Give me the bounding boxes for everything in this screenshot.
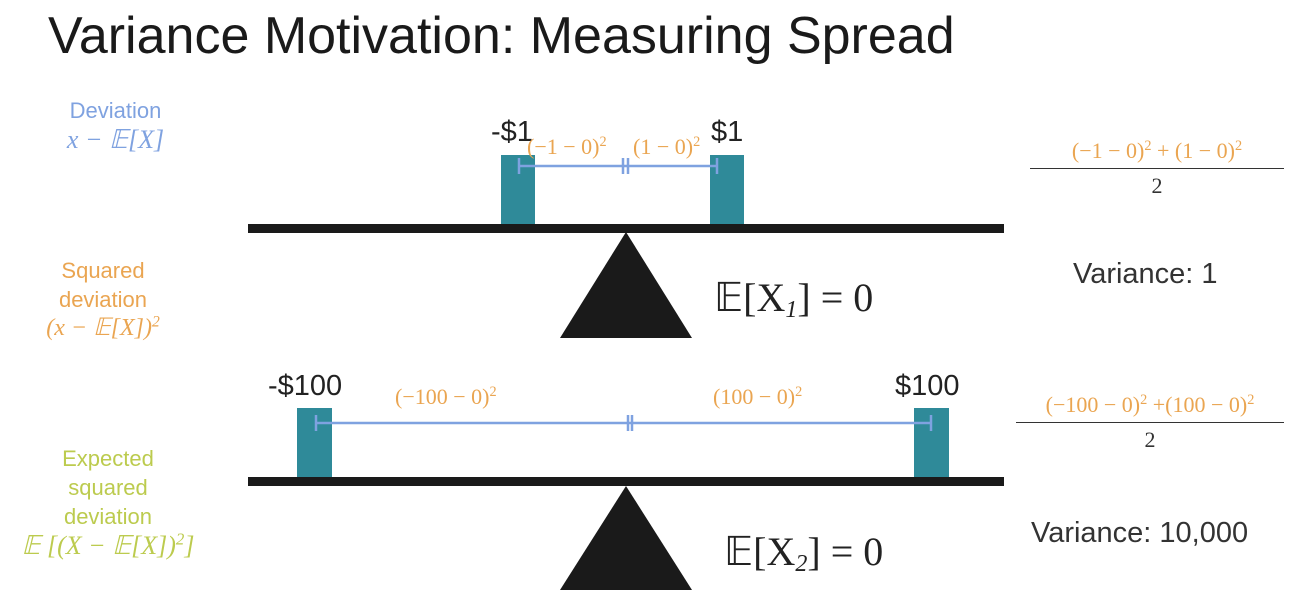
expected-label-2: squared [68, 475, 148, 500]
variance-denominator-1: 2 [1151, 173, 1163, 198]
expected-label-3: deviation [63, 504, 153, 529]
price-left-2: -$100 [268, 370, 343, 402]
fulcrum-1 [560, 232, 692, 338]
squared-right-2: (100 − 0)2 [713, 384, 803, 409]
deviation-bracket-1 [517, 158, 719, 174]
fulcrum-2 [560, 486, 692, 590]
variance-result-1: Variance: 1 [1073, 258, 1218, 290]
deviation-legend: Deviation x − 𝔼[X] [28, 96, 203, 154]
variance-denominator-2: 2 [1144, 427, 1156, 452]
expected-squared-deviation-formula: 𝔼 [(X − 𝔼[X])2] [21, 529, 195, 560]
weight-left-2 [297, 408, 332, 477]
squared-deviation-label-2: deviation [58, 287, 148, 312]
price-left-1: -$1 [491, 116, 533, 148]
variance-numerator-2: (−100 − 0)2 +(100 − 0)2 [1045, 392, 1255, 417]
variance-numerator-1: (−1 − 0)2 + (1 − 0)2 [1071, 138, 1243, 163]
price-right-1: $1 [711, 116, 744, 148]
price-right-2: $100 [895, 370, 960, 402]
expected-squared-deviation-legend: Expected squared deviation 𝔼 [(X − 𝔼[X])… [8, 444, 208, 560]
deviation-label: Deviation [69, 98, 162, 123]
beam-1 [248, 224, 1004, 233]
variance-result-2: Variance: 10,000 [1031, 517, 1249, 549]
squared-right-1: (1 − 0)2 [633, 134, 701, 159]
squared-deviation-legend: Squared deviation (x − 𝔼[X])2 [18, 256, 188, 343]
expectation-1: 𝔼[X1] = 0 [714, 275, 874, 323]
variance-formula-1: (−1 − 0)2 + (1 − 0)2 2 [1030, 138, 1284, 199]
expected-label-1: Expected [62, 446, 154, 471]
squared-left-1: (−1 − 0)2 [527, 134, 607, 159]
deviation-bracket-2 [314, 415, 933, 431]
variance-formula-2: (−100 − 0)2 +(100 − 0)2 2 [1016, 392, 1284, 453]
page-title: Variance Motivation: Measuring Spread [48, 7, 955, 65]
fraction-bar-2 [1016, 422, 1284, 423]
beam-2 [248, 477, 1004, 486]
expectation-2: 𝔼[X2] = 0 [724, 529, 884, 577]
deviation-formula: x − 𝔼[X] [66, 125, 165, 154]
squared-left-2: (−100 − 0)2 [395, 384, 497, 409]
fraction-bar-1 [1030, 168, 1284, 169]
squared-deviation-formula: (x − 𝔼[X])2 [46, 313, 160, 341]
squared-deviation-label-1: Squared [61, 258, 145, 283]
